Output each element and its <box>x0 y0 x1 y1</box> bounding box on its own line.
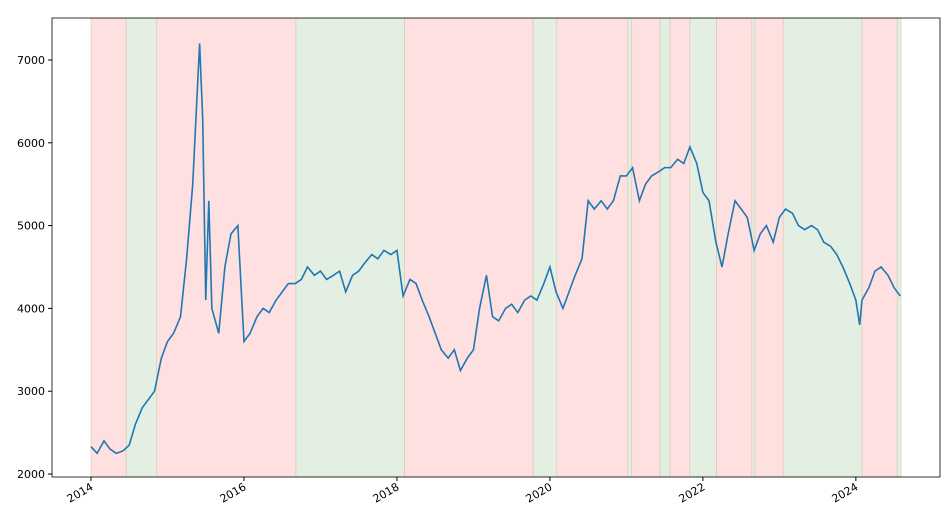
region <box>90 17 127 478</box>
x-tick-label: 2014 <box>65 480 96 505</box>
y-tick-label: 7000 <box>17 54 45 67</box>
x-tick-label: 2024 <box>830 480 861 505</box>
region <box>627 17 633 478</box>
plot-frame <box>51 17 941 478</box>
region <box>631 17 661 478</box>
y-tick-label: 2000 <box>17 468 45 481</box>
region <box>125 17 158 478</box>
region <box>659 17 671 478</box>
x-tick-label: 2020 <box>524 480 555 505</box>
region <box>716 17 753 478</box>
region <box>754 17 784 478</box>
region <box>556 17 629 478</box>
region <box>669 17 691 478</box>
region <box>689 17 717 478</box>
region <box>896 17 902 478</box>
region <box>295 17 405 478</box>
series-line <box>90 43 901 455</box>
x-tick-label: 2018 <box>371 480 402 505</box>
region <box>404 17 534 478</box>
region <box>532 17 558 478</box>
y-tick-label: 5000 <box>17 220 45 233</box>
y-tick-label: 6000 <box>17 137 45 150</box>
x-tick-label: 2022 <box>677 480 708 505</box>
region <box>156 17 297 478</box>
region <box>861 17 898 478</box>
y-tick-label: 3000 <box>17 385 45 398</box>
x-tick-label: 2016 <box>218 480 249 505</box>
region <box>782 17 863 478</box>
y-tick-label: 4000 <box>17 302 45 315</box>
